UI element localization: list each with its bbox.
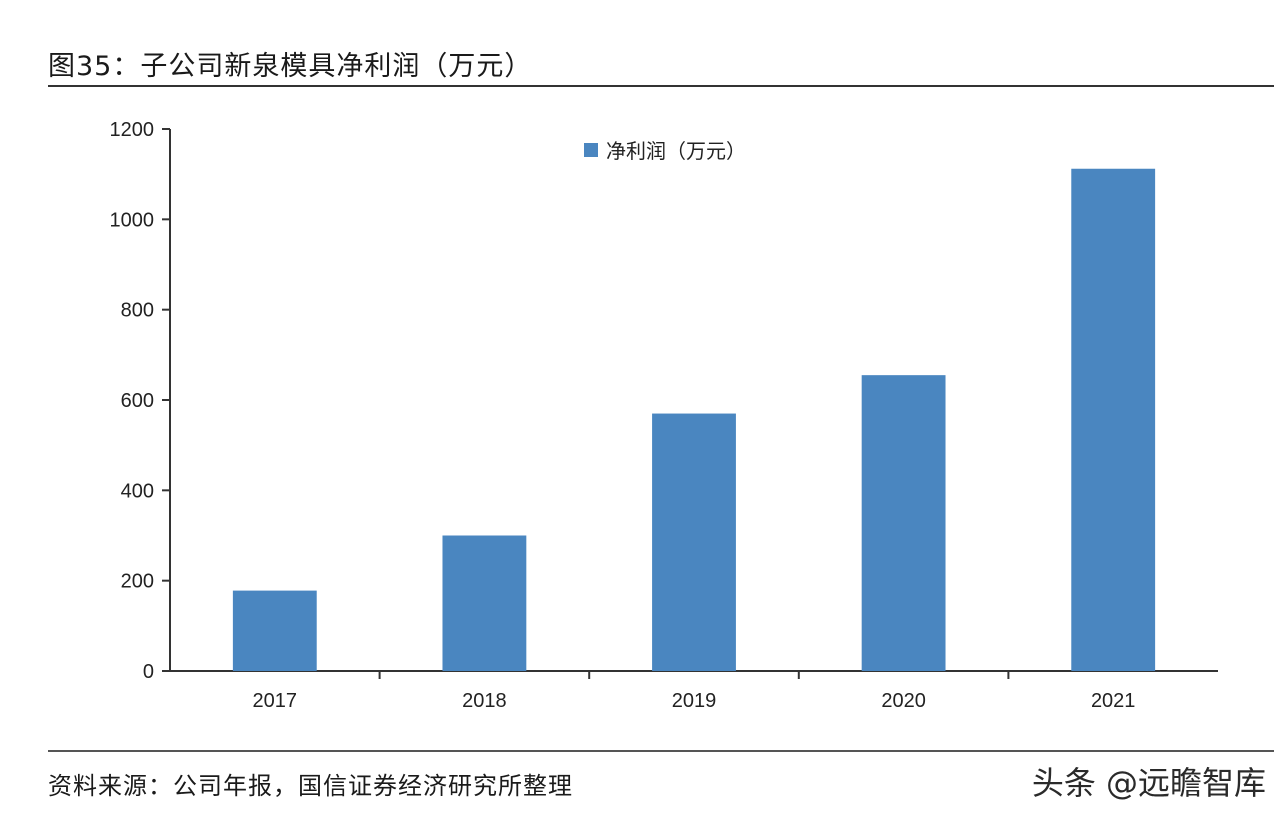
x-tick-label: 2017 xyxy=(253,690,298,712)
y-tick-label: 200 xyxy=(121,571,154,593)
source-rule xyxy=(48,750,1274,752)
y-tick-label: 800 xyxy=(121,300,154,322)
bars-group xyxy=(232,168,1156,671)
legend-label: 净利润（万元） xyxy=(606,139,746,163)
y-tick-label: 1000 xyxy=(110,209,155,231)
x-tick-label: 2018 xyxy=(462,690,507,712)
legend-swatch xyxy=(584,143,598,157)
y-tick-label: 0 xyxy=(143,661,154,683)
x-axis-ticks: 2017 2018 2019 2020 2021 xyxy=(253,671,1136,712)
x-tick-label: 2021 xyxy=(1091,690,1136,712)
source-note: 资料来源：公司年报，国信证券经济研究所整理 xyxy=(48,772,573,800)
x-tick-label: 2020 xyxy=(881,690,926,712)
x-tick-label: 2019 xyxy=(672,690,717,712)
y-axis-ticks: 0 200 400 600 800 1000 1200 xyxy=(110,119,170,683)
y-tick-label: 400 xyxy=(121,480,154,502)
bar-2018 xyxy=(442,535,527,671)
bar-2021 xyxy=(1071,168,1156,671)
watermark: 头条 @远瞻智库 xyxy=(1031,764,1266,802)
chart-legend: 净利润（万元） xyxy=(584,139,746,163)
title-rule xyxy=(48,85,1274,87)
figure-title: 图35：子公司新泉模具净利润（万元） xyxy=(48,51,533,82)
bar-2020 xyxy=(861,375,946,671)
y-tick-label: 600 xyxy=(121,390,154,412)
bar-2017 xyxy=(232,590,317,671)
y-tick-label: 1200 xyxy=(110,119,155,141)
bar-2019 xyxy=(652,413,736,671)
